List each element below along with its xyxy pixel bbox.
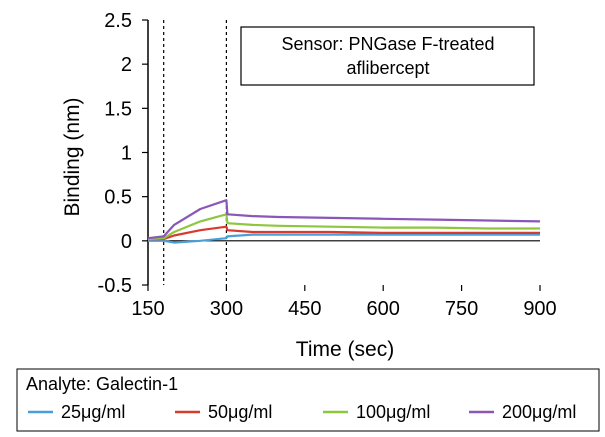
legend-label-1: 25μg/ml [61, 402, 125, 422]
y-tick-label: 2 [121, 54, 132, 76]
series-line-2 [148, 225, 540, 241]
series-line-3 [147, 213, 540, 241]
x-tick-label: 600 [367, 298, 400, 320]
x-tick-label: 150 [131, 298, 164, 320]
legend-label-2: 50μg/ml [208, 402, 272, 422]
y-tick-label: 0.5 [104, 187, 132, 209]
y-tick-label: -0.5 [98, 275, 132, 297]
x-tick-label: 450 [288, 298, 321, 320]
y-tick-label: 0 [121, 231, 132, 253]
annotation-box: Sensor: PNGase F-treated aflibercept [240, 26, 535, 86]
series-line-4 [147, 199, 541, 240]
annotation-line-2: aflibercept [346, 58, 429, 78]
x-tick-label: 900 [523, 298, 556, 320]
annotation-line-1: Sensor: PNGase F-treated [281, 34, 494, 54]
legend-label-3: 100μg/ml [356, 402, 430, 422]
series-line-1 [148, 233, 540, 244]
y-axis-title: Binding (nm) [61, 97, 84, 216]
y-tick-label: 2.5 [104, 10, 132, 32]
x-tick-label: 300 [210, 298, 243, 320]
y-tick-label: 1.5 [104, 98, 132, 120]
x-axis-title: Time (sec) [296, 338, 394, 361]
legend-label-4: 200μg/ml [502, 402, 576, 422]
x-tick-label: 750 [445, 298, 478, 320]
legend-title: Analyte: Galectin-1 [26, 374, 178, 394]
y-tick-label: 1 [121, 143, 132, 165]
legend: Analyte: Galectin-1 25μg/ml 50μg/ml 100μg/… [16, 368, 600, 432]
